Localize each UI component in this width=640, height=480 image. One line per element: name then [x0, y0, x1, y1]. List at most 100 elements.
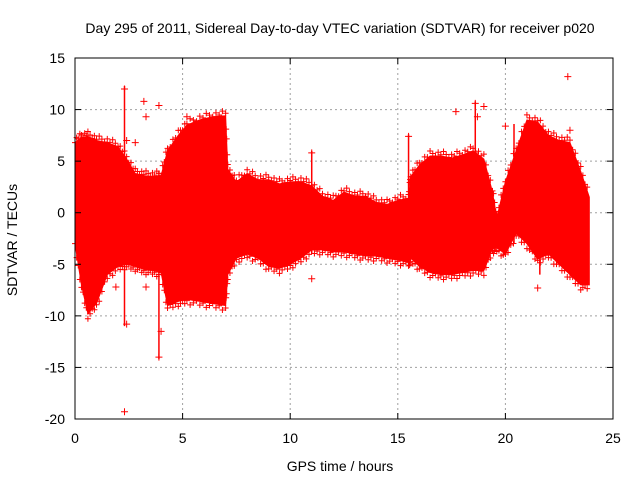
fringe-point [140, 171, 147, 178]
outlier-point [566, 126, 574, 134]
fringe-point [200, 300, 207, 307]
fringe-point [437, 272, 444, 279]
fringe-point [93, 136, 100, 143]
fringe-point [260, 260, 267, 267]
outlier-point [112, 283, 120, 291]
fringe-point [179, 127, 186, 134]
fringe-point [445, 154, 452, 161]
fringe-point [254, 255, 261, 262]
fringe-point [561, 267, 568, 274]
fringe-point [394, 258, 401, 265]
outlier-point [123, 137, 131, 145]
fringe-point [485, 172, 492, 179]
fringe-point [241, 252, 248, 259]
fringe-point [521, 123, 528, 130]
fringe-point [459, 151, 466, 158]
outlier-point [534, 284, 542, 292]
fringe-point [483, 264, 490, 271]
fringe-point [303, 255, 310, 262]
fringe-point [196, 302, 203, 309]
fringe-point [284, 266, 291, 273]
fringe-point [193, 118, 200, 125]
fringe-point [448, 275, 455, 282]
fringe-point [273, 266, 280, 273]
fringe-point [254, 176, 261, 183]
fringe-point [569, 274, 576, 281]
fringe-point [297, 258, 304, 265]
fringe-point [451, 153, 458, 160]
outlier-point [452, 108, 460, 116]
y-tick-label: 0 [57, 205, 65, 221]
x-tick-label: 15 [390, 430, 406, 446]
fringe-point [327, 195, 334, 202]
fringe-point [459, 269, 466, 276]
fringe-point [324, 191, 331, 198]
fringe-point [238, 255, 245, 262]
fringe-point [169, 304, 176, 311]
fringe-point [159, 281, 166, 288]
fringe-point [252, 256, 259, 263]
fringe-point [273, 178, 280, 185]
fringe-point [80, 134, 87, 141]
fringe-point [93, 301, 100, 308]
y-tick-label: 5 [57, 153, 65, 169]
fringe-point [505, 249, 512, 256]
fringe-point [375, 199, 382, 206]
outlier-point [308, 149, 316, 157]
fringe-point [84, 315, 91, 322]
fringe-point [203, 304, 210, 311]
fringe-point [206, 302, 213, 309]
fringe-point [443, 151, 450, 158]
fringe-point [548, 254, 555, 261]
fringe-point [531, 114, 538, 121]
fringe-point [249, 168, 256, 175]
fringe-point [556, 261, 563, 268]
fringe-point [226, 167, 233, 174]
outlier-point [131, 139, 139, 147]
fringe-point [558, 134, 565, 141]
fringe-point [96, 298, 103, 305]
fringe-point [572, 150, 579, 157]
fringe-point [233, 256, 240, 263]
y-tick-label: -5 [53, 256, 66, 272]
fringe-point [231, 262, 238, 269]
fringe-point [575, 280, 582, 287]
fringe-point [164, 145, 171, 152]
fringe-point [505, 167, 512, 174]
outlier-point [142, 113, 150, 121]
fringe-point [226, 269, 233, 276]
fringe-point [349, 192, 356, 199]
fringe-point [314, 248, 321, 255]
fringe-point [187, 301, 194, 308]
fringe-point [540, 123, 547, 130]
outlier-point [183, 113, 191, 121]
fringe-point [169, 136, 176, 143]
fringe-point [244, 254, 251, 261]
fringe-point [327, 249, 334, 256]
fringe-point [224, 161, 231, 168]
y-axis-label: SDTVAR / TECUs [4, 184, 20, 296]
data-band [74, 115, 590, 315]
y-tick-label: -20 [45, 411, 65, 427]
fringe-point [190, 299, 197, 306]
axes: 0 5 10 15 20 25 -20 -15 -10 -5 0 5 10 15 [45, 50, 621, 446]
fringe-point [109, 272, 116, 279]
fringe-point [183, 297, 190, 304]
outlier-point [308, 275, 316, 283]
fringe-point [502, 178, 509, 185]
fringe-point [281, 263, 288, 270]
outlier-point [140, 97, 148, 105]
fringe-point [147, 173, 154, 180]
fringe-point [389, 199, 396, 206]
fringe-point [314, 186, 321, 193]
fringe-point [553, 133, 560, 140]
fringe-point [545, 128, 552, 135]
fringe-point [489, 187, 496, 194]
fringe-point [526, 247, 533, 253]
fringe-point [268, 263, 275, 270]
fringe-point [265, 174, 272, 181]
fringe-point [219, 108, 226, 115]
outlier-point [120, 85, 128, 93]
fringe-point [406, 179, 413, 186]
fringe-point [437, 151, 444, 158]
